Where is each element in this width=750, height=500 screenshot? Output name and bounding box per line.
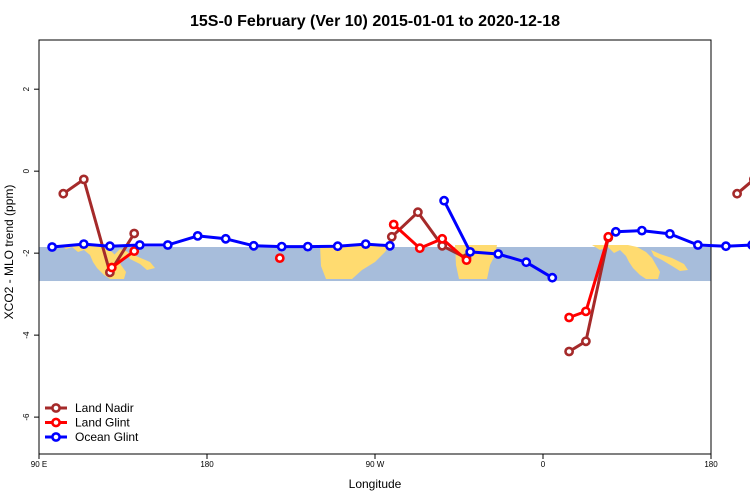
land-south-america xyxy=(320,245,390,279)
data-point xyxy=(610,226,621,237)
legend-label: Ocean Glint xyxy=(75,430,139,444)
data-point xyxy=(603,231,614,242)
land-png-right xyxy=(651,250,688,271)
y-tick-label: -6 xyxy=(22,413,31,421)
land-australia-right xyxy=(592,245,660,279)
series-land-glint xyxy=(106,219,614,323)
data-point xyxy=(78,174,89,185)
data-point xyxy=(274,253,285,263)
data-point xyxy=(47,242,57,252)
legend-label: Land Nadir xyxy=(75,401,134,415)
data-point xyxy=(384,240,395,251)
series-line xyxy=(390,210,468,260)
data-point xyxy=(58,188,69,199)
data-point xyxy=(162,240,173,250)
data-point xyxy=(106,262,117,273)
data-point xyxy=(386,231,397,242)
data-point xyxy=(461,255,472,265)
y-tick-label: -4 xyxy=(22,331,31,339)
legend-marker xyxy=(51,403,61,413)
data-point xyxy=(439,195,449,206)
x-tick-label: 90 W xyxy=(366,460,385,469)
data-point xyxy=(564,312,574,323)
data-point xyxy=(248,240,259,251)
data-point xyxy=(360,239,371,249)
data-point xyxy=(302,241,313,252)
chart-title: 15S-0 February (Ver 10) 2015-01-01 to 20… xyxy=(190,13,560,30)
map-band xyxy=(39,245,711,282)
legend-label: Land Glint xyxy=(75,416,130,430)
data-point xyxy=(78,239,89,249)
series-layer xyxy=(47,174,750,357)
data-point xyxy=(437,233,448,244)
data-point xyxy=(721,241,731,252)
data-point xyxy=(581,336,591,347)
data-point xyxy=(220,233,231,244)
legend-marker xyxy=(51,417,61,428)
x-tick-label: 180 xyxy=(200,460,214,469)
data-point xyxy=(105,241,115,252)
y-tick-label: 0 xyxy=(22,168,31,173)
series-line xyxy=(392,223,468,262)
data-point xyxy=(521,257,532,268)
y-tick-label: -2 xyxy=(22,249,31,257)
series-line xyxy=(62,177,136,274)
data-point xyxy=(693,240,703,250)
data-point xyxy=(637,225,647,236)
data-point xyxy=(192,230,203,241)
y-axis: 2 0 -2 -4 -6 xyxy=(22,86,39,421)
data-point xyxy=(388,219,399,230)
data-point xyxy=(414,243,425,254)
data-point xyxy=(465,246,476,257)
x-tick-label: 0 xyxy=(541,460,546,469)
data-point xyxy=(665,228,675,239)
series-line xyxy=(736,180,750,195)
x-tick-label-secondary: 180 xyxy=(704,460,718,469)
series-ocean-glint xyxy=(47,195,750,283)
x-axis-top: 180 xyxy=(704,460,718,469)
data-point xyxy=(276,241,287,252)
x-tick-label: 90 E xyxy=(31,460,47,469)
data-point xyxy=(732,188,742,199)
data-point xyxy=(134,240,145,250)
legend-marker xyxy=(51,432,61,442)
series-line xyxy=(615,229,750,248)
data-point xyxy=(564,346,574,357)
data-point xyxy=(332,241,343,252)
data-point xyxy=(581,306,591,317)
data-point xyxy=(547,272,558,283)
data-point xyxy=(129,228,140,239)
y-tick-label: 2 xyxy=(22,86,31,91)
y-axis-label: XCO2 - MLO trend (ppm) xyxy=(2,185,16,320)
land-png-left xyxy=(126,252,155,270)
data-point xyxy=(129,246,140,256)
data-point xyxy=(493,249,504,259)
data-point xyxy=(412,207,423,218)
x-axis-label: Longitude xyxy=(349,477,402,491)
